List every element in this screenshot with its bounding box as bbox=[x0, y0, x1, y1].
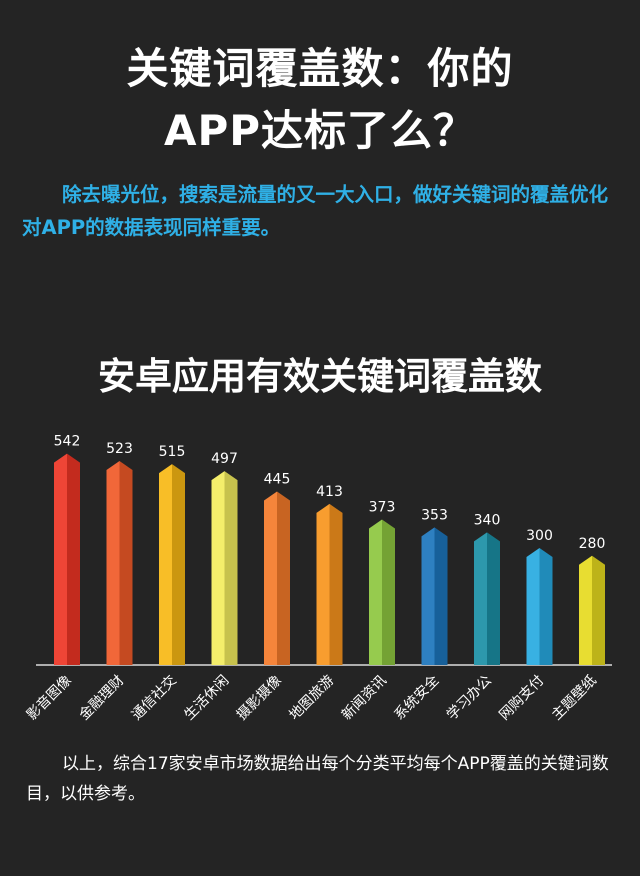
bar-3: 515 通信社交 bbox=[128, 444, 185, 723]
category-label: 摄影摄像 bbox=[234, 673, 285, 724]
bar-face-right bbox=[67, 453, 80, 665]
category-label: 系统安全 bbox=[391, 672, 443, 724]
bar-face-left bbox=[369, 519, 382, 665]
bar-face-left bbox=[211, 471, 225, 665]
bar-6: 413 地图旅游 bbox=[286, 484, 342, 723]
bar-5: 445 摄影摄像 bbox=[234, 471, 290, 723]
bar-10: 300 网购支付 bbox=[496, 528, 552, 723]
headline-line-1: 关键词覆盖数：你的 bbox=[126, 44, 514, 93]
category-label: 生活休闲 bbox=[181, 673, 232, 724]
bar-face-right bbox=[592, 555, 605, 665]
category-label: 金融理财 bbox=[76, 673, 127, 724]
bar-face-right bbox=[539, 548, 553, 665]
value-label: 497 bbox=[211, 451, 238, 467]
bar-face-left bbox=[264, 491, 277, 665]
value-label: 445 bbox=[264, 471, 291, 487]
category-label: 通信社交 bbox=[128, 672, 180, 724]
category-label: 学习办公 bbox=[444, 673, 495, 724]
bar-9: 340 学习办公 bbox=[444, 512, 500, 723]
bar-face-left bbox=[579, 555, 592, 665]
value-label: 300 bbox=[526, 528, 553, 544]
bar-face-right bbox=[382, 519, 395, 665]
bar-face-left bbox=[474, 532, 487, 665]
category-label: 主题壁纸 bbox=[549, 673, 600, 724]
bar-face-right bbox=[487, 532, 500, 665]
bar-4: 497 生活休闲 bbox=[181, 451, 237, 723]
bar-face-left bbox=[526, 548, 540, 665]
value-label: 280 bbox=[579, 536, 606, 552]
bar-face-left bbox=[316, 503, 330, 665]
category-label: 地图旅游 bbox=[286, 673, 337, 724]
footer-note: 以上，综合17家安卓市场数据给出每个分类平均每个APP覆盖的关键词数目，以供参考… bbox=[26, 754, 609, 804]
bar-face-left bbox=[106, 461, 120, 665]
bar-7: 373 新闻资讯 bbox=[339, 500, 395, 724]
bar-chart: 542 影音图像 523 金融理财 515 通信社交 497 生活休闲 445 摄影摄像 413 地图… bbox=[23, 434, 612, 724]
bar-8: 353 系统安全 bbox=[391, 507, 448, 723]
value-label: 523 bbox=[106, 441, 133, 457]
bar-1: 542 影音图像 bbox=[23, 434, 80, 724]
bars-layer: 542 影音图像 523 金融理财 515 通信社交 497 生活休闲 445 摄影摄像 413 地图… bbox=[23, 434, 605, 724]
value-label: 413 bbox=[316, 484, 343, 500]
bar-11: 280 主题壁纸 bbox=[549, 536, 605, 724]
bar-face-left bbox=[159, 464, 172, 665]
bar-face-right bbox=[277, 491, 290, 665]
bar-face-right bbox=[224, 471, 238, 665]
intro-paragraph: 除去曝光位，搜索是流量的又一大入口，做好关键词的覆盖优化对APP的数据表现同样重… bbox=[22, 183, 609, 239]
category-label: 网购支付 bbox=[496, 673, 547, 724]
bar-face-right bbox=[119, 461, 133, 665]
bar-face-right bbox=[172, 464, 185, 665]
headline-line-2: APP达标了么？ bbox=[163, 106, 477, 155]
category-label: 影音图像 bbox=[23, 672, 75, 724]
bar-face-right bbox=[329, 503, 343, 665]
value-label: 373 bbox=[369, 500, 396, 516]
category-label: 新闻资讯 bbox=[339, 673, 390, 724]
bar-2: 523 金融理财 bbox=[76, 441, 132, 723]
chart-title: 安卓应用有效关键词覆盖数 bbox=[98, 355, 542, 398]
value-label: 340 bbox=[474, 512, 501, 528]
value-label: 542 bbox=[54, 434, 81, 450]
bar-face-left bbox=[54, 453, 67, 665]
bar-face-left bbox=[421, 527, 435, 665]
value-label: 353 bbox=[421, 507, 448, 523]
bar-face-right bbox=[434, 527, 448, 665]
value-label: 515 bbox=[159, 444, 186, 460]
